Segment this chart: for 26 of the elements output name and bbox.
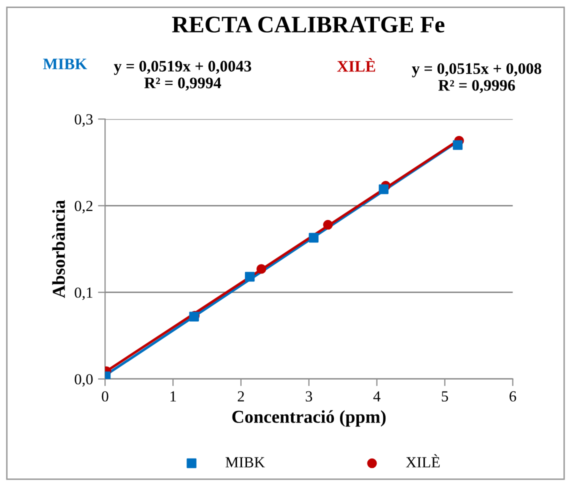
- text: y = 0,0519x + 0,0043 R² = 0,9994: [114, 60, 252, 91]
- point: [452, 140, 463, 150]
- text: y = 0,0515x + 0,008 R² = 0,9996: [412, 63, 542, 94]
- x-tick-label: 2: [238, 391, 244, 402]
- point: [244, 272, 255, 282]
- y-tick-label: 0,3: [74, 114, 93, 127]
- chart-title: RECTA CALIBRATGE Fe: [172, 16, 444, 33]
- point: [308, 232, 319, 243]
- x-axis-title: Concentració (ppm): [232, 410, 386, 427]
- x-tick-label: 6: [510, 391, 516, 402]
- text: XILÈ: [337, 58, 376, 72]
- y-tick-label: 0,0: [74, 374, 93, 387]
- point: [378, 184, 389, 194]
- y-tick-label: 0,1: [74, 287, 92, 300]
- y-axis-title: Absorbància: [52, 200, 65, 298]
- legend-label: XILÈ: [406, 454, 440, 468]
- x-tick-label: 5: [442, 391, 448, 402]
- text: MIBK: [43, 58, 88, 70]
- point: [256, 264, 266, 274]
- point: [323, 220, 333, 230]
- x-tick-label: 1: [170, 391, 176, 402]
- y-tick-label: 0,2: [74, 200, 92, 214]
- x-tick-label: 3: [306, 391, 312, 402]
- x-tick-label: 0: [102, 391, 108, 402]
- legend-label: MIBK: [226, 457, 265, 468]
- x-tick-label: 4: [373, 391, 380, 402]
